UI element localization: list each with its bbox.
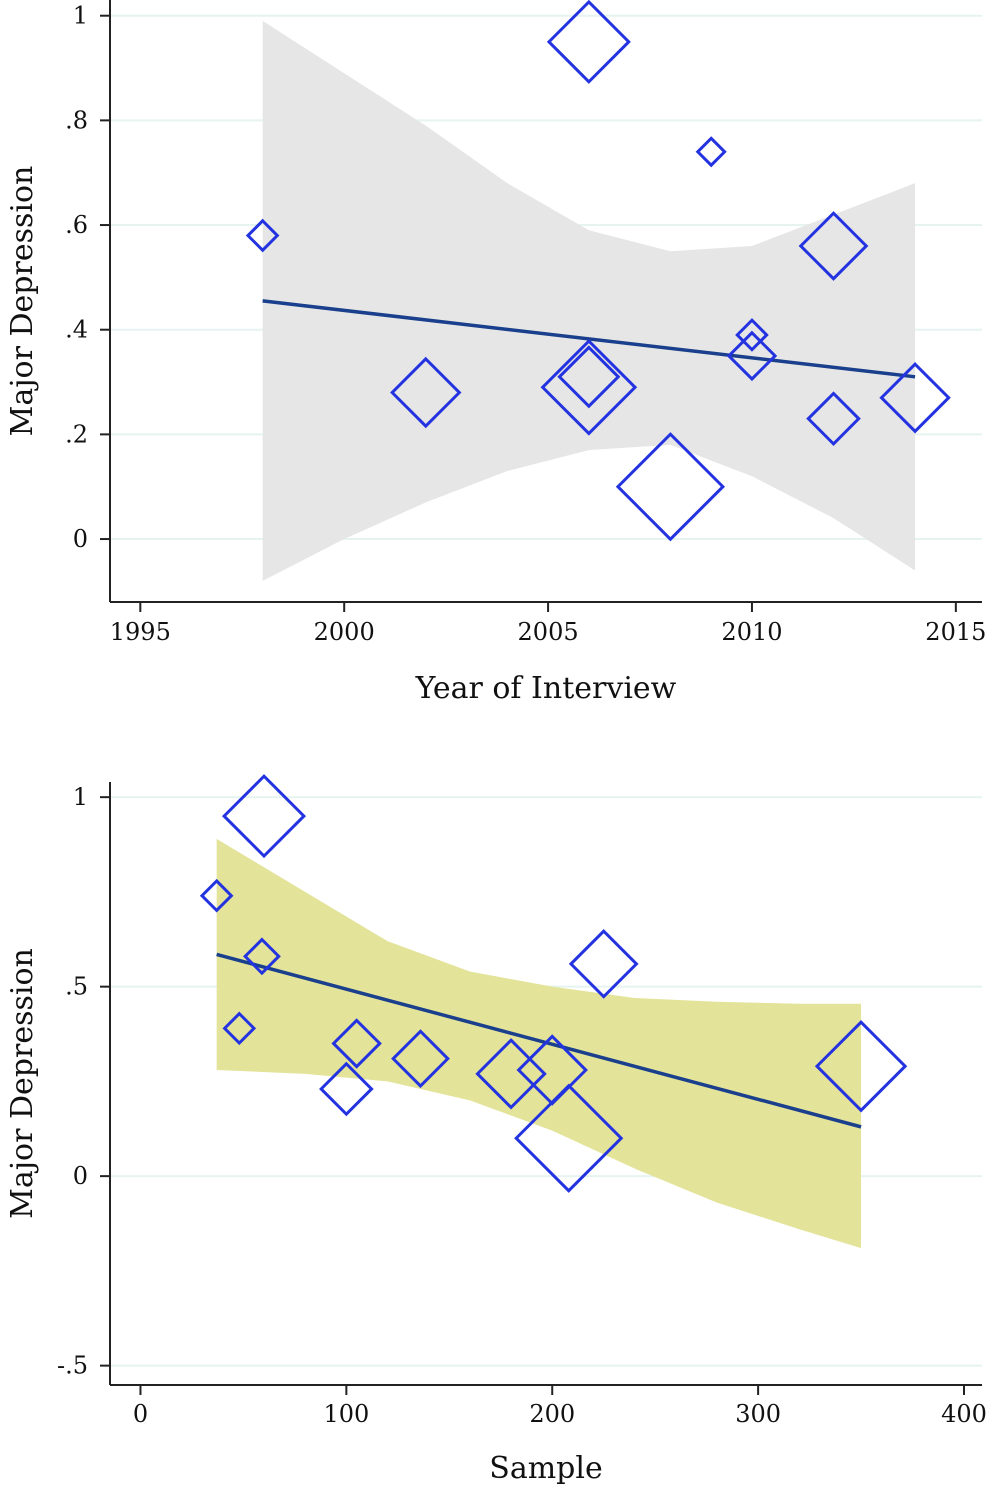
data-point-9: [514, 1083, 624, 1193]
y-axis-title: Major Depression: [5, 166, 40, 437]
data-point-9: [798, 211, 869, 281]
data-point-3: [557, 345, 621, 409]
y-tick-label-4: .8: [65, 106, 88, 134]
chart-sample: -.5 0 .5 1 0 100 200 300 400 Sample Major Depressi…: [5, 774, 987, 1486]
x-tick-label-2: 2005: [518, 618, 579, 646]
x-tick-label-2: 200: [529, 1400, 575, 1428]
x-tick-label-4: 2015: [925, 618, 986, 646]
x-tick-label-0: 0: [133, 1400, 148, 1428]
data-point-2: [243, 937, 281, 976]
confidence-band: [262, 20, 916, 581]
data-point-6: [391, 1029, 450, 1089]
data-point-0: [245, 218, 280, 253]
data-point-5: [331, 1018, 382, 1069]
x-tick-label-3: 2010: [721, 618, 782, 646]
x-tick-label-3: 300: [735, 1400, 781, 1428]
y-tick-label-3: 1: [73, 783, 88, 811]
data-point-10: [568, 929, 639, 999]
data-point-11: [814, 1020, 908, 1113]
data-point-2: [546, 0, 631, 84]
fit-line: [262, 299, 916, 379]
y-tick-label-2: .5: [65, 973, 88, 1001]
data-point-7: [475, 1038, 547, 1110]
data-point-3: [221, 774, 307, 859]
x-tick-label-1: 100: [323, 1400, 369, 1428]
y-axis-title: Major Depression: [5, 948, 40, 1219]
data-point-10: [806, 391, 861, 446]
x-tick-label-4: 400: [941, 1400, 987, 1428]
y-tick-label-1: 0: [73, 1162, 88, 1190]
x-tick-label-0: 1995: [110, 618, 171, 646]
data-point-4: [540, 338, 638, 436]
x-axis-title: Year of Interview: [415, 671, 677, 706]
y-tick-label-3: .6: [65, 211, 88, 239]
data-point-7: [735, 318, 769, 352]
data-point-6: [695, 136, 727, 168]
y-tick-label-5: 1: [73, 2, 88, 30]
data-point-11: [879, 362, 951, 434]
confidence-band: [216, 838, 862, 1249]
y-tick-label-0: -.5: [57, 1352, 88, 1380]
data-point-5: [615, 432, 726, 542]
y-tick-label-2: .4: [65, 316, 88, 344]
y-tick-label-0: 0: [73, 525, 88, 553]
x-axis-title: Sample: [489, 1451, 602, 1486]
fit-line: [216, 952, 862, 1129]
data-point-1: [222, 1011, 257, 1046]
data-point-0: [199, 878, 234, 913]
x-tick-label-1: 2000: [314, 618, 375, 646]
data-point-4: [319, 1061, 374, 1117]
y-tick-label-1: .2: [65, 420, 88, 448]
chart-year-of-interview: 0 .2 .4 .6 .8 1 1995 2000 2005 2010 2015 Year of In…: [5, 0, 986, 706]
data-point-1: [390, 356, 462, 429]
data-point-8: [726, 330, 778, 382]
